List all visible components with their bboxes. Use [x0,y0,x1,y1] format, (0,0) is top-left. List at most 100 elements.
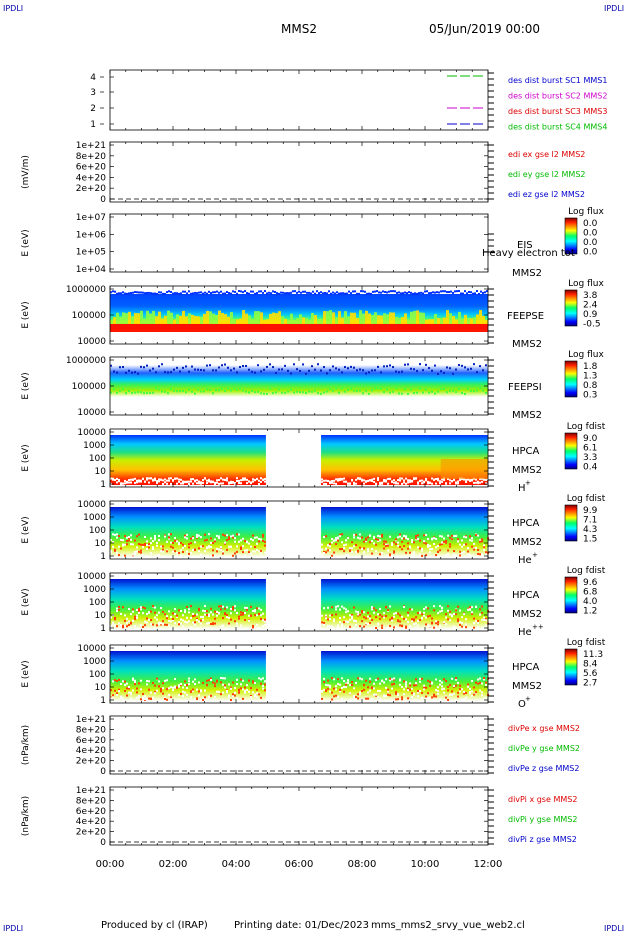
feepse-panel-fringe-dot [372,290,374,293]
feepsi-panel-noise-dot [158,365,160,368]
hpca-h-panel-speckle [172,479,174,482]
hpca-he-panel-speckle [158,553,160,556]
hpca-h-panel-speckle [158,480,160,483]
feepsi-panel-noise-dot [335,367,337,370]
feepsi-panel-noise-dot [245,364,247,367]
hpca-o-panel-speckle [130,697,132,700]
hpca-he-panel-speckle [226,548,228,551]
hpca-hepp-panel-speckle [477,619,480,622]
feepse-panel-fringe-dot [330,292,332,295]
feepse-panel-burst-column [470,318,473,324]
feepsi-panel-noise-dot [215,389,217,392]
feepsi-panel-noise-dot [197,368,199,371]
feepse-panel-burst-column [398,317,401,324]
feepse-panel-burst-column [227,316,230,324]
hpca-he-panel-speckle [232,536,234,539]
hpca-hepp-panel-speckle [208,621,210,624]
hpca-o-panel-speckle [435,695,438,698]
hpca-o-panel-speckle [393,677,396,680]
feepse-panel-fringe-dot [114,290,116,293]
feepse-panel-fringe-dot [322,292,324,295]
hpca-hepp-panel-speckle [238,617,240,620]
hpca-hepp-panel-speckle [176,614,178,617]
feepse-panel-fringe-dot [400,292,402,295]
hpca-o-panel-speckle [174,685,176,688]
hpca-hepp-panel-speckle [176,615,178,618]
hpca-hepp-panel-speckle [236,612,238,615]
hpca-hepp-panel-speckle [146,621,148,624]
hpca-o-panel-speckle [439,698,442,701]
hpca-o-panel-speckle [174,686,176,689]
feepse-panel-fringe-dot [248,292,250,295]
feepse-panel-fringe-dot [124,292,126,295]
hpca-o-panel-speckle [421,691,424,694]
hpca-o-panel-speckle [136,691,138,694]
hpca-o-panel-speckle [200,689,202,692]
hpca-he-panel-speckle [148,543,150,546]
hpca-hepp-panel-speckle [156,618,158,621]
hpca-h-panel-speckle [230,480,232,483]
hpca-hepp-panel-speckle [256,614,258,617]
hpca-he-panel-speckle [132,553,134,556]
hpca-he-panel-speckle [359,537,362,540]
feepsi-panel-cbar-tick: 1.8 [583,362,598,372]
hpca-he-panel-speckle [138,543,140,546]
feepsi-panel-noise-dot [383,365,385,368]
hpca-hepp-panel-speckle [363,611,366,614]
hpca-h-panel-hot-region [440,459,488,479]
hpca-he-panel-speckle [248,551,250,554]
hpca-he-panel-speckle [188,546,190,549]
feepse-panel-fringe-dot [422,292,424,295]
hpca-o-panel-speckle [357,693,360,696]
hpca-o-panel-speckle [435,689,438,692]
hpca-o-panel-speckle [411,687,414,690]
hpca-h-panel-speckle [441,480,444,483]
feepse-panel-fringe-dot [134,291,136,294]
feepse-panel-fringe-dot [390,290,392,293]
hpca-hepp-panel-speckle [132,619,134,622]
hpca-he-panel-speckle [419,553,422,556]
hpca-hepp-panel-speckle [132,608,134,611]
hpca-he-panel-speckle [246,549,248,552]
feepse-panel-burst-column [191,314,194,324]
hpca-he-panel-speckle [118,545,120,548]
hpca-he-panel-speckle [252,550,254,553]
hpca-he-panel-speckle [451,534,454,537]
feepse-panel-burst-column [359,310,362,324]
hpca-hepp-panel-speckle [114,624,116,627]
hpca-o-panel-speckle [485,684,488,687]
hpca-he-panel-speckle [248,542,250,545]
hpca-o-panel-speckle [164,679,166,682]
hpca-he-panel-speckle [409,546,412,549]
hpca-hepp-panel-speckle [359,625,362,628]
feepsi-panel-noise-dot [386,365,388,368]
feepse-panel-burst-column [212,313,215,324]
hpca-he-panel-speckle [339,535,342,538]
hpca-he-panel-speckle [182,543,184,546]
feepse-panel-burst-column [362,313,365,324]
hpca-h-panel-speckle [188,480,190,483]
feepsi-panel-noise-dot [419,387,421,390]
hpca-hepp-panel-speckle [405,618,408,621]
feepsi-panel-noise-dot [269,387,271,390]
hpca-h-panel-speckle [182,480,184,483]
hpca-o-panel-speckle [353,687,356,690]
hpca-he-panel-speckle [473,547,476,550]
feepse-panel-fringe-dot [126,292,128,295]
feepsi-panel-noise-dot [332,389,334,392]
feepse-panel-burst-column [413,310,416,324]
feepsi-panel-noise-dot [185,365,187,368]
feepsi-panel-noise-dot [245,390,247,393]
hpca-hepp-panel-speckle [485,624,488,627]
feepsi-panel-noise-dot [419,363,421,366]
hpca-he-panel-speckle [204,549,206,552]
hpca-hepp-panel-label-spacecraft: MMS2 [512,609,542,620]
hpca-he-panel-speckle [192,536,194,539]
hpca-he-panel-speckle [427,545,430,548]
hpca-he-panel-speckle [419,539,422,542]
hpca-h-panel-speckle [170,477,172,480]
hpca-h-panel-speckle [200,482,202,485]
hpca-h-panel-speckle [214,481,216,484]
feepsi-panel-noise-dot [416,370,418,373]
hpca-hepp-panel-speckle [391,616,394,619]
